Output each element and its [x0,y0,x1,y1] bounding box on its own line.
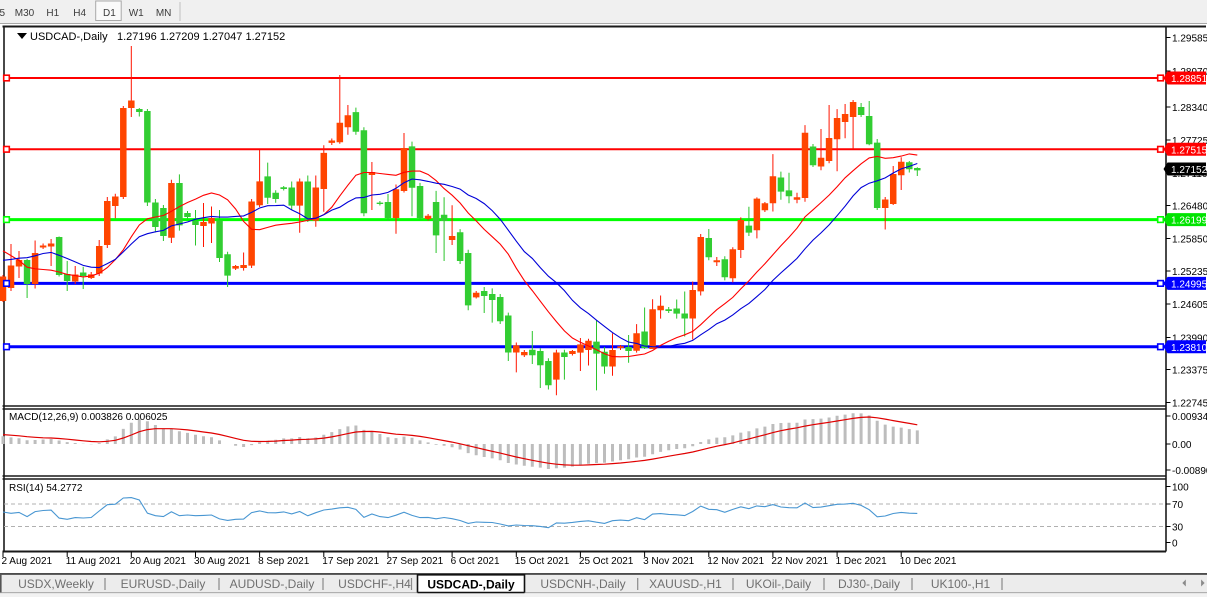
svg-text:10 Dec 2021: 10 Dec 2021 [900,556,957,567]
svg-text:1.28340: 1.28340 [1172,103,1207,114]
svg-text:USDX,Weekly: USDX,Weekly [18,577,94,591]
svg-text:1.28851: 1.28851 [1171,74,1207,85]
svg-text:22 Nov 2021: 22 Nov 2021 [771,556,828,567]
svg-text:6 Oct 2021: 6 Oct 2021 [451,556,500,567]
svg-text:1.24995: 1.24995 [1171,279,1207,290]
svg-text:1.23810: 1.23810 [1171,343,1207,354]
svg-text:3 Nov 2021: 3 Nov 2021 [643,556,695,567]
svg-text:UKOil-,Daily: UKOil-,Daily [746,577,811,591]
svg-text:AUDUSD-,Daily: AUDUSD-,Daily [230,577,315,591]
svg-text:25 Oct 2021: 25 Oct 2021 [579,556,634,567]
svg-text:100: 100 [1172,483,1189,494]
svg-text:1.26480: 1.26480 [1172,202,1207,213]
svg-text:USDCNH-,Daily: USDCNH-,Daily [540,577,625,591]
svg-text:1.29585: 1.29585 [1172,34,1207,45]
svg-text:20 Aug 2021: 20 Aug 2021 [130,556,187,567]
svg-text:5: 5 [0,8,6,19]
svg-text:1.23375: 1.23375 [1172,366,1207,377]
svg-text:30 Aug 2021: 30 Aug 2021 [194,556,251,567]
svg-text:70: 70 [1172,500,1184,511]
svg-text:8 Sep 2021: 8 Sep 2021 [258,556,310,567]
svg-text:0.009345: 0.009345 [1172,412,1207,423]
svg-text:EURUSD-,Daily: EURUSD-,Daily [121,577,206,591]
svg-text:12 Nov 2021: 12 Nov 2021 [707,556,764,567]
svg-text:1.27196 1.27209 1.27047 1.2715: 1.27196 1.27209 1.27047 1.27152 [117,31,285,43]
svg-text:1.24605: 1.24605 [1172,300,1207,311]
svg-text:17 Sep 2021: 17 Sep 2021 [322,556,379,567]
svg-text:USDCHF-,H4: USDCHF-,H4 [338,577,411,591]
svg-text:DJ30-,Daily: DJ30-,Daily [838,577,900,591]
svg-text:1.25235: 1.25235 [1172,267,1207,278]
svg-text:15 Oct 2021: 15 Oct 2021 [515,556,570,567]
svg-text:USDCAD-,Daily: USDCAD-,Daily [30,31,108,43]
svg-text:1.27152: 1.27152 [1171,165,1207,176]
svg-text:MN: MN [156,8,172,19]
svg-text:27 Sep 2021: 27 Sep 2021 [387,556,444,567]
svg-text:1 Dec 2021: 1 Dec 2021 [836,556,888,567]
svg-text:D1: D1 [103,8,116,19]
svg-text:30: 30 [1172,523,1184,534]
svg-text:1.26199: 1.26199 [1171,216,1207,227]
svg-text:UK100-,H1: UK100-,H1 [931,577,991,591]
svg-text:XAUUSD-,H1: XAUUSD-,H1 [649,577,722,591]
svg-text:1.25850: 1.25850 [1172,235,1207,246]
svg-text:MACD(12,26,9) 0.003826 0.00602: MACD(12,26,9) 0.003826 0.006025 [9,412,168,423]
svg-text:1.27515: 1.27515 [1171,145,1207,156]
svg-text:1.27725: 1.27725 [1172,136,1207,147]
svg-text:2 Aug 2021: 2 Aug 2021 [2,556,53,567]
svg-text:RSI(14) 54.2772: RSI(14) 54.2772 [9,483,83,494]
svg-text:USDCAD-,Daily: USDCAD-,Daily [427,578,515,592]
svg-text:-0.00890: -0.00890 [1172,466,1207,477]
svg-text:W1: W1 [129,8,144,19]
svg-text:H4: H4 [73,8,86,19]
svg-text:H1: H1 [46,8,59,19]
svg-text:1.22745: 1.22745 [1172,399,1207,410]
svg-text:11 Aug 2021: 11 Aug 2021 [66,556,122,567]
svg-text:M30: M30 [15,8,35,19]
svg-text:0: 0 [1172,539,1178,550]
svg-text:0.00: 0.00 [1172,440,1192,451]
svg-text:1.23990: 1.23990 [1172,334,1207,345]
